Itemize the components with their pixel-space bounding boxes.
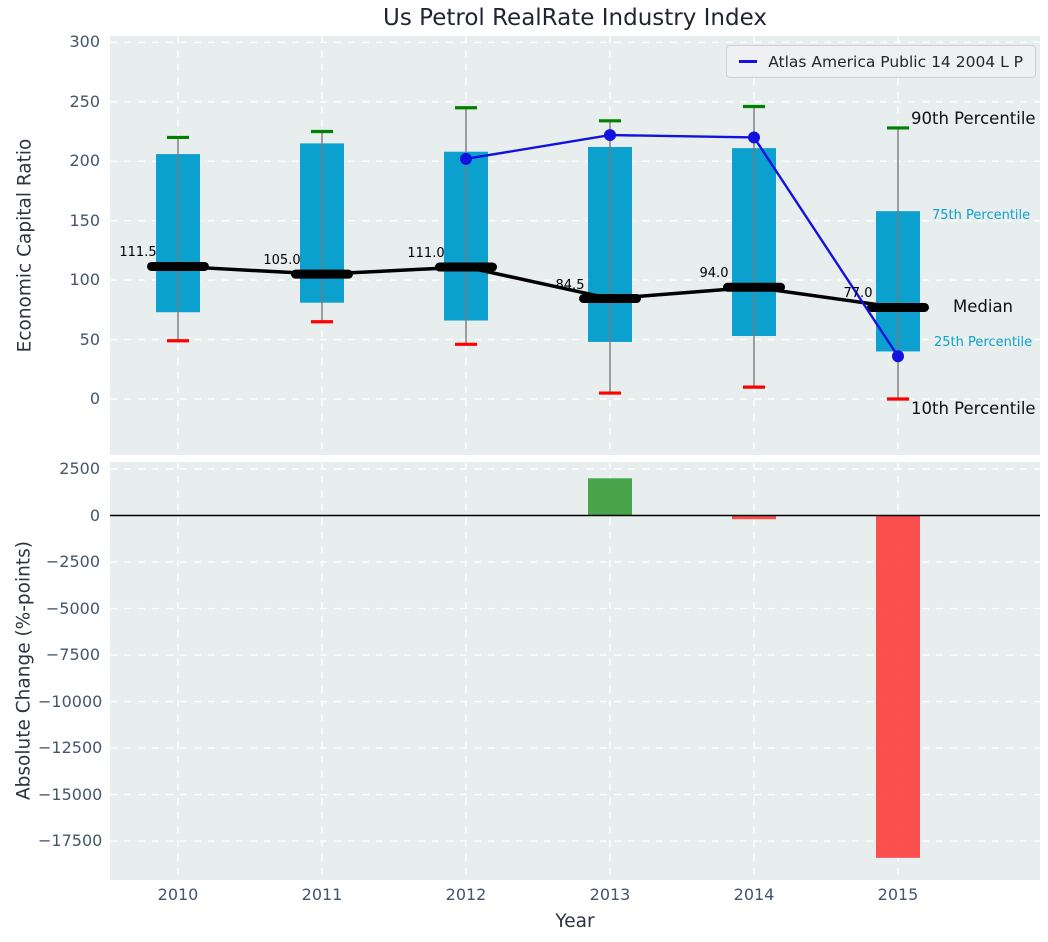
xtick-2012: 2012 bbox=[445, 885, 487, 904]
median-value-2014: 94.0 bbox=[699, 266, 729, 282]
bottom-ytick--10000: −10000 bbox=[38, 691, 103, 711]
bottom-ytick--5000: −5000 bbox=[45, 598, 100, 618]
median-value-2010: 111.5 bbox=[119, 245, 157, 261]
legend-label: Atlas America Public 14 2004 L P bbox=[768, 52, 1023, 71]
legend: Atlas America Public 14 2004 L P bbox=[726, 45, 1036, 78]
bottom-axes-plot-area bbox=[110, 462, 1040, 880]
top-ytick-250: 250 bbox=[69, 91, 100, 111]
annotation-10th-percentile: 10th Percentile bbox=[911, 399, 1036, 418]
annotation-75th-percentile: 75th Percentile bbox=[932, 208, 1031, 223]
annotation-90th-percentile: 90th Percentile bbox=[911, 109, 1036, 128]
top-axes-plot-area bbox=[110, 36, 1040, 455]
xtick-2015: 2015 bbox=[877, 885, 919, 904]
chart-title: Us Petrol RealRate Industry Index bbox=[383, 5, 767, 31]
bottom-ytick--7500: −7500 bbox=[45, 645, 100, 665]
bottom-ytick--12500: −12500 bbox=[38, 738, 103, 758]
bottom-ytick--2500: −2500 bbox=[45, 552, 100, 571]
x-axis-label: Year bbox=[555, 911, 595, 932]
bottom-y-axis-label: Absolute Change (%-points) bbox=[13, 541, 35, 800]
bottom-ytick--17500: −17500 bbox=[38, 831, 103, 851]
top-ytick-200: 200 bbox=[69, 151, 100, 171]
median-value-2015: 77.0 bbox=[843, 286, 873, 302]
bottom-ytick--15000: −15000 bbox=[38, 784, 103, 804]
median-value-2013: 84.5 bbox=[555, 277, 585, 293]
top-ytick-100: 100 bbox=[69, 270, 100, 290]
top-ytick-300: 300 bbox=[69, 32, 100, 52]
top-ytick-50: 50 bbox=[79, 329, 100, 349]
xtick-2014: 2014 bbox=[733, 885, 775, 904]
top-y-axis-label: Economic Capital Ratio bbox=[14, 138, 36, 353]
top-ytick-0: 0 bbox=[89, 389, 100, 408]
xtick-2013: 2013 bbox=[589, 885, 631, 904]
annotation-25th-percentile: 25th Percentile bbox=[934, 335, 1033, 350]
bottom-ytick-2500: 2500 bbox=[59, 458, 100, 478]
top-ytick-150: 150 bbox=[69, 210, 100, 230]
legend-line-sample bbox=[739, 60, 758, 63]
annotation-median: Median bbox=[953, 297, 1014, 316]
bottom-ytick-0: 0 bbox=[89, 505, 100, 525]
median-value-2012: 111.0 bbox=[407, 246, 445, 262]
median-value-2011: 105.0 bbox=[263, 253, 301, 269]
xtick-2011: 2011 bbox=[301, 885, 343, 904]
xtick-2010: 2010 bbox=[157, 885, 199, 904]
